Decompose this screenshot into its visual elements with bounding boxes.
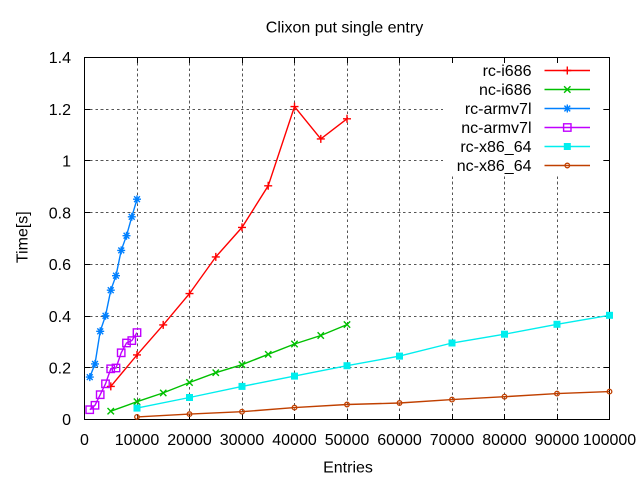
svg-text:0.2: 0.2 [49,360,71,377]
svg-text:20000: 20000 [167,432,212,449]
svg-text:0.4: 0.4 [49,309,71,326]
svg-text:10000: 10000 [115,432,160,449]
svg-text:1.2: 1.2 [49,102,71,119]
svg-text:80000: 80000 [482,432,527,449]
svg-text:nc-armv7l: nc-armv7l [461,120,531,137]
svg-text:1: 1 [62,154,71,171]
svg-text:50000: 50000 [325,432,370,449]
svg-text:0.8: 0.8 [49,205,71,222]
svg-text:rc-i686: rc-i686 [483,63,532,80]
svg-text:rc-x86_64: rc-x86_64 [460,139,531,156]
svg-text:40000: 40000 [272,432,317,449]
svg-text:Clixon put single entry: Clixon put single entry [266,20,423,37]
svg-text:70000: 70000 [430,432,475,449]
svg-text:90000: 90000 [535,432,580,449]
svg-text:30000: 30000 [220,432,265,449]
svg-text:nc-x86_64: nc-x86_64 [457,158,532,175]
svg-text:0.6: 0.6 [49,257,71,274]
svg-text:rc-armv7l: rc-armv7l [465,101,532,118]
svg-text:nc-i686: nc-i686 [479,82,532,99]
svg-text:Time[s]: Time[s] [15,211,32,263]
svg-text:0: 0 [80,432,89,449]
svg-text:60000: 60000 [377,432,422,449]
svg-text:1.4: 1.4 [49,50,71,67]
svg-text:0: 0 [62,412,71,429]
svg-text:100000: 100000 [583,432,636,449]
svg-text:Entries: Entries [323,459,373,476]
